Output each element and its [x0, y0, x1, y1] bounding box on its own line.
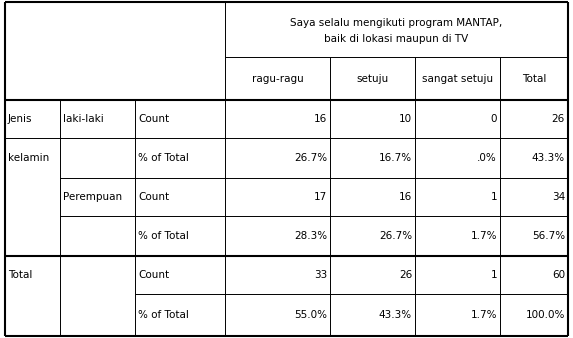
Text: 26.7%: 26.7% [294, 153, 327, 163]
Text: baik di lokasi maupun di TV: baik di lokasi maupun di TV [324, 34, 469, 45]
Text: 28.3%: 28.3% [294, 231, 327, 241]
Text: 10: 10 [399, 114, 412, 124]
Text: setuju: setuju [356, 73, 388, 83]
Text: laki-laki: laki-laki [63, 114, 104, 124]
Text: 60: 60 [552, 270, 565, 280]
Text: 33: 33 [314, 270, 327, 280]
Text: 1.7%: 1.7% [470, 231, 497, 241]
Text: kelamin: kelamin [8, 153, 49, 163]
Text: 1: 1 [490, 192, 497, 202]
Text: Total: Total [522, 73, 546, 83]
Text: 0: 0 [490, 114, 497, 124]
Text: 17: 17 [314, 192, 327, 202]
Text: 43.3%: 43.3% [379, 310, 412, 320]
Text: Saya selalu mengikuti program MANTAP,: Saya selalu mengikuti program MANTAP, [291, 19, 503, 28]
Text: 16.7%: 16.7% [379, 153, 412, 163]
Text: 1.7%: 1.7% [470, 310, 497, 320]
Text: 55.0%: 55.0% [294, 310, 327, 320]
Text: ragu-ragu: ragu-ragu [252, 73, 303, 83]
Text: Count: Count [138, 270, 169, 280]
Text: 16: 16 [399, 192, 412, 202]
Text: 56.7%: 56.7% [532, 231, 565, 241]
Text: Total: Total [8, 270, 33, 280]
Text: 1: 1 [490, 270, 497, 280]
Text: Jenis: Jenis [8, 114, 33, 124]
Text: 26: 26 [552, 114, 565, 124]
Text: Count: Count [138, 114, 169, 124]
Text: Perempuan: Perempuan [63, 192, 122, 202]
Text: Count: Count [138, 192, 169, 202]
Text: 26.7%: 26.7% [379, 231, 412, 241]
Text: 26: 26 [399, 270, 412, 280]
Text: % of Total: % of Total [138, 231, 189, 241]
Text: % of Total: % of Total [138, 310, 189, 320]
Text: 34: 34 [552, 192, 565, 202]
Text: 100.0%: 100.0% [525, 310, 565, 320]
Text: .0%: .0% [477, 153, 497, 163]
Text: 43.3%: 43.3% [532, 153, 565, 163]
Text: 16: 16 [314, 114, 327, 124]
Text: sangat setuju: sangat setuju [422, 73, 493, 83]
Text: % of Total: % of Total [138, 153, 189, 163]
